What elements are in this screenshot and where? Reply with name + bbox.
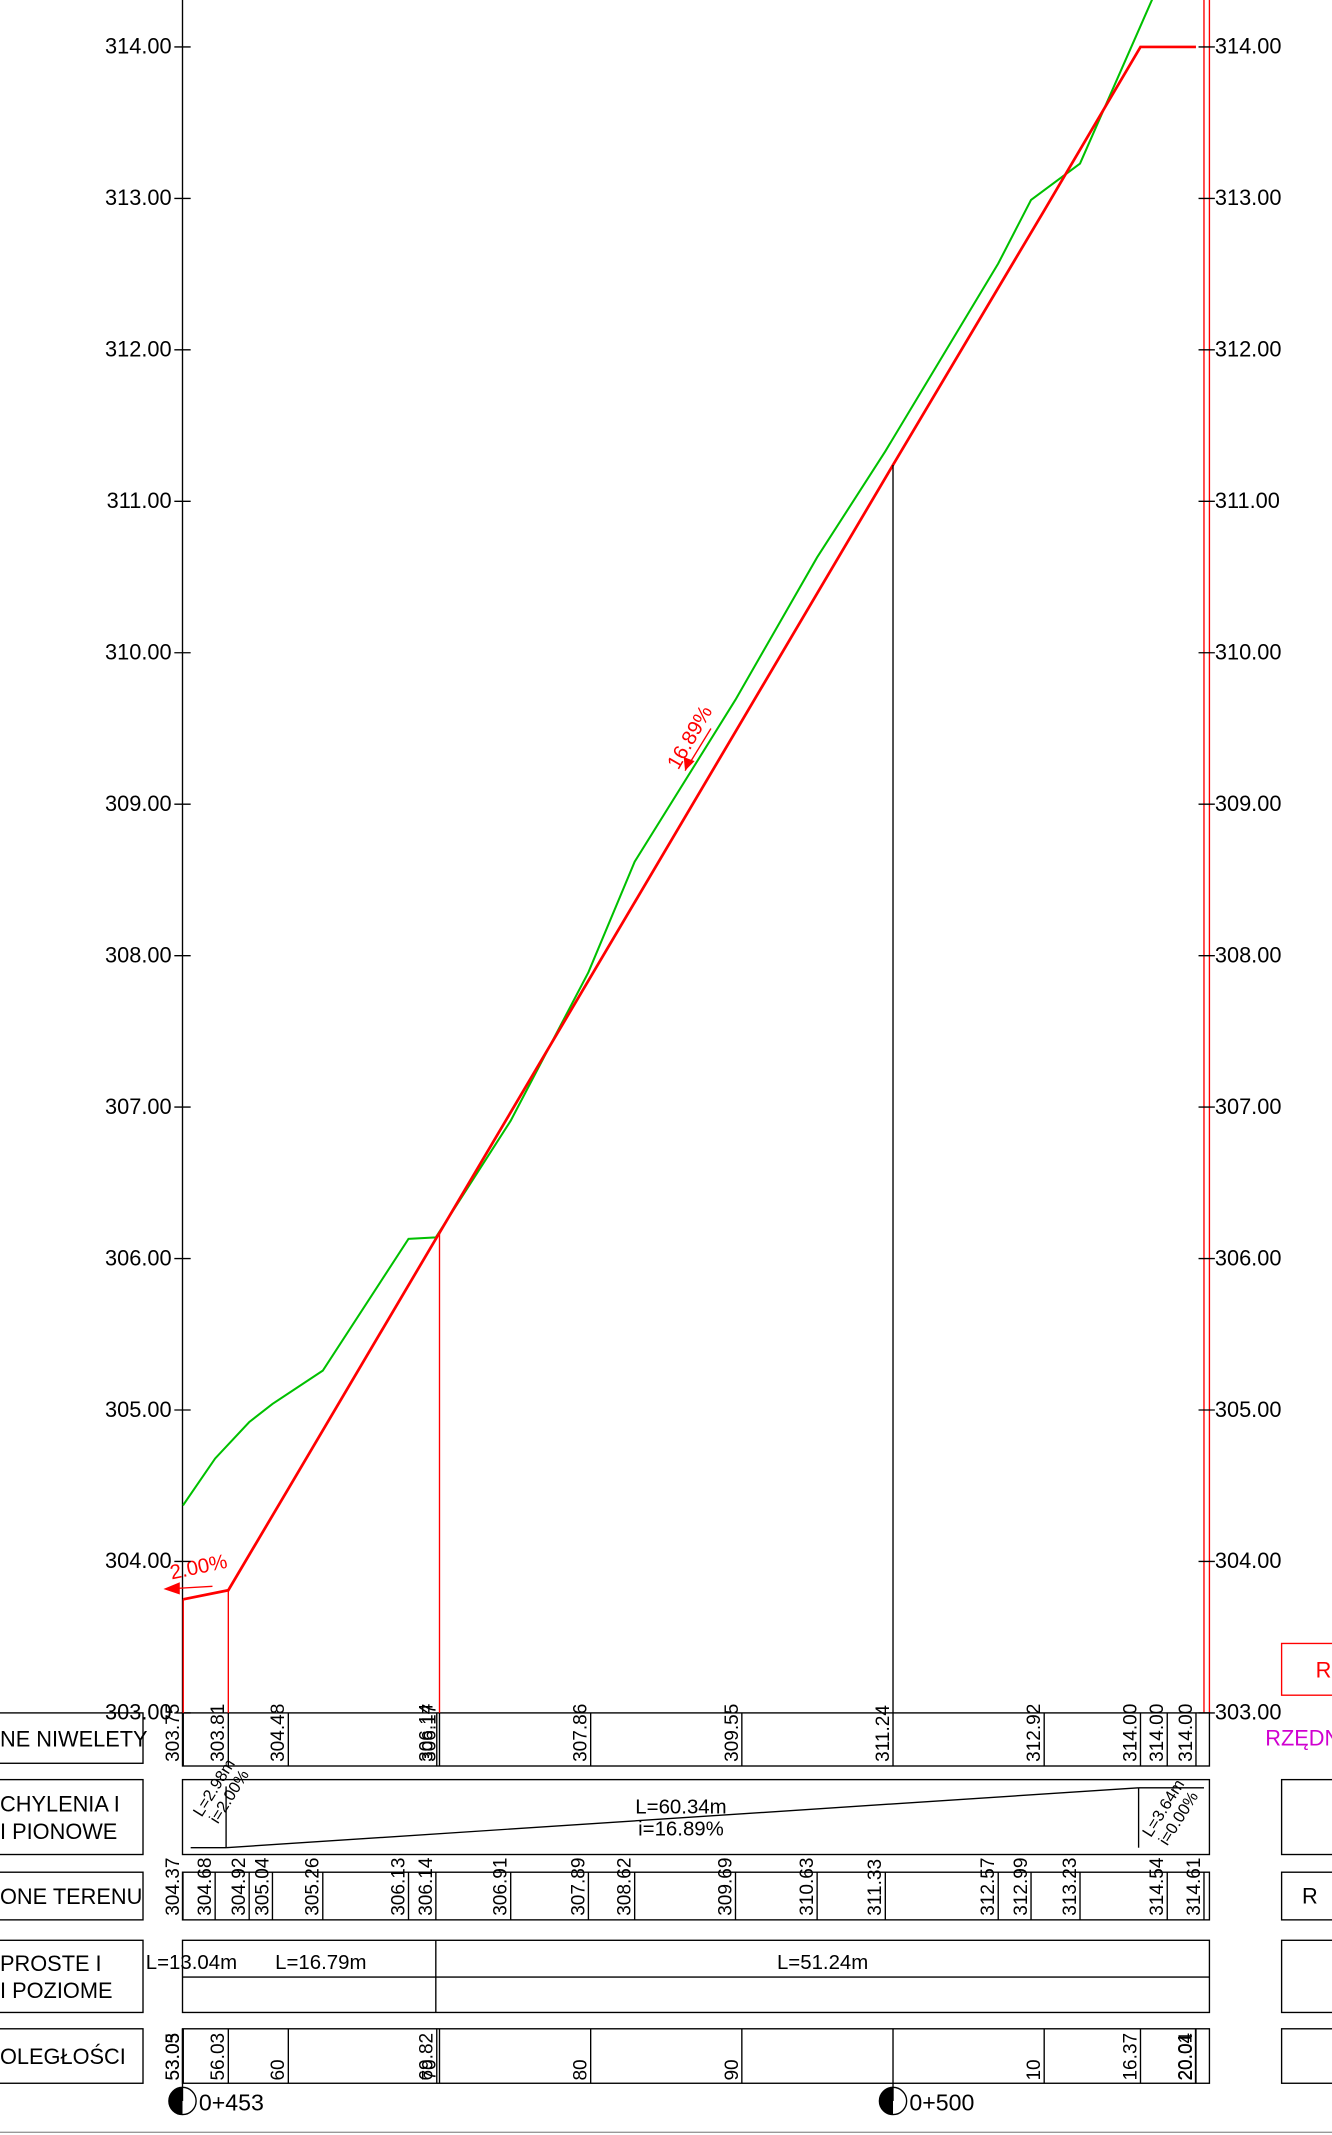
row-label: NE NIWELETY bbox=[0, 1726, 148, 1751]
row-value: 307.86 bbox=[571, 1704, 592, 1762]
row-value: 308.62 bbox=[615, 1858, 636, 1916]
right-label: R bbox=[1302, 1884, 1318, 1909]
row-value: 314.00 bbox=[1120, 1704, 1141, 1762]
row-label: I POZIOME bbox=[0, 1978, 112, 2003]
y-tick-label: 304.00 bbox=[1215, 1548, 1282, 1573]
row-value: 306.13 bbox=[388, 1858, 409, 1916]
y-tick-label: 303.00 bbox=[1215, 1700, 1282, 1725]
km-marker bbox=[168, 2087, 183, 2115]
row-value: 303.81 bbox=[208, 1704, 229, 1762]
row-value: 311.33 bbox=[865, 1859, 886, 1916]
row-value: 304.92 bbox=[229, 1858, 250, 1916]
row-value: 305.26 bbox=[303, 1858, 324, 1916]
row-value: 312.99 bbox=[1011, 1858, 1032, 1916]
y-tick-label: 305.00 bbox=[1215, 1397, 1282, 1422]
horizontal-length: L=16.79m bbox=[275, 1952, 366, 1974]
profile-line bbox=[182, 0, 1154, 1506]
y-tick-label: 310.00 bbox=[105, 640, 172, 665]
profile-line bbox=[182, 45, 1196, 1601]
row-value: 305.04 bbox=[252, 1857, 273, 1916]
x-tick-label: 90 bbox=[722, 2059, 743, 2080]
row-label: CHYLENIA I bbox=[0, 1792, 120, 1817]
y-tick-label: 311.00 bbox=[1215, 488, 1280, 513]
row-value: 314.00 bbox=[1147, 1704, 1168, 1762]
row-value: 304.68 bbox=[195, 1858, 216, 1916]
y-tick-label: 304.00 bbox=[105, 1548, 172, 1573]
km-marker bbox=[879, 2087, 894, 2115]
row-value: 310.63 bbox=[797, 1858, 818, 1916]
y-tick-label: 308.00 bbox=[1215, 942, 1282, 967]
y-tick-label: 311.00 bbox=[107, 488, 172, 513]
x-tick-label: 70 bbox=[419, 2059, 440, 2080]
row-value: 309.55 bbox=[722, 1704, 743, 1762]
y-tick-label: 313.00 bbox=[105, 185, 172, 210]
row-value: 312.92 bbox=[1024, 1704, 1045, 1762]
row-value: 303.75 bbox=[163, 1704, 184, 1762]
row-value: 314.54 bbox=[1147, 1857, 1168, 1916]
y-tick-label: 306.00 bbox=[1215, 1245, 1282, 1270]
row-value: 311.24 bbox=[873, 1705, 894, 1762]
y-tick-label: 314.00 bbox=[105, 34, 172, 59]
km-label: 0+500 bbox=[909, 2089, 974, 2115]
row-value: 307.89 bbox=[568, 1858, 589, 1916]
slope-arrow bbox=[683, 757, 695, 771]
grade-slope: i=16.89% bbox=[638, 1818, 724, 1840]
table bbox=[0, 1712, 1332, 2084]
x-tick-label: 53.05 bbox=[163, 2033, 184, 2081]
y-tick-label: 313.00 bbox=[1215, 185, 1282, 210]
row-value: 313.23 bbox=[1060, 1858, 1081, 1916]
row-value: 304.48 bbox=[268, 1704, 289, 1762]
row-value: 306.17 bbox=[419, 1704, 440, 1762]
x-tick-label: 10 bbox=[1024, 2059, 1045, 2080]
slope-annotation: 2.00% bbox=[168, 1551, 229, 1585]
row-value: 306.14 bbox=[417, 1703, 438, 1762]
x-tick-label: 80 bbox=[571, 2059, 592, 2080]
x-tick-label: 20.04 bbox=[1176, 2032, 1197, 2080]
y-tick-label: 307.00 bbox=[105, 1094, 172, 1119]
row-label: ONE TERENU bbox=[0, 1884, 142, 1909]
x-tick-label: 16.37 bbox=[1120, 2033, 1141, 2081]
plot bbox=[182, 0, 1196, 1601]
right-label: RZĘDNE bbox=[1265, 1726, 1332, 1751]
x-tick-label: 53.03 bbox=[163, 2033, 184, 2081]
row-value: 304.37 bbox=[163, 1858, 184, 1916]
y-tick-label: 312.00 bbox=[105, 337, 172, 362]
horizontal-length: L=51.24m bbox=[777, 1952, 868, 1974]
row-value: 314.61 bbox=[1184, 1858, 1205, 1916]
row-label: I PIONOWE bbox=[0, 1819, 117, 1844]
row-value: 314.00 bbox=[1176, 1704, 1197, 1762]
y-tick-label: 312.00 bbox=[1215, 337, 1282, 362]
x-tick-label: 69.82 bbox=[417, 2033, 438, 2081]
x-tick-label: 56.03 bbox=[208, 2033, 229, 2081]
horizontal-length: L=13.04m bbox=[146, 1952, 237, 1974]
y-tick-label: 307.00 bbox=[1215, 1094, 1282, 1119]
slope-arrow bbox=[163, 1582, 180, 1595]
y-tick-label: 314.00 bbox=[1215, 34, 1282, 59]
y-tick-label: 308.00 bbox=[105, 942, 172, 967]
y-tick-label: 309.00 bbox=[1215, 791, 1282, 816]
x-tick-label: 60 bbox=[268, 2059, 289, 2080]
row-label: PROSTE I bbox=[0, 1951, 102, 1976]
grade-length: L=60.34m bbox=[635, 1797, 726, 1819]
km-label: 0+453 bbox=[199, 2089, 264, 2115]
y-tick-label: 305.00 bbox=[105, 1397, 172, 1422]
y-tick-label: 310.00 bbox=[1215, 640, 1282, 665]
row-value: 309.69 bbox=[715, 1858, 736, 1916]
right-box bbox=[1280, 1642, 1332, 1696]
row-value: 312.57 bbox=[978, 1858, 999, 1916]
right-label: RZ bbox=[1316, 1658, 1332, 1683]
y-tick-label: 303.00 bbox=[105, 1700, 172, 1725]
y-tick-label: 309.00 bbox=[105, 791, 172, 816]
x-tick-label: 20.01 bbox=[1175, 2033, 1196, 2081]
row-value: 306.91 bbox=[491, 1858, 512, 1916]
y-tick-label: 306.00 bbox=[105, 1245, 172, 1270]
row-label: OLEGŁOŚCI bbox=[0, 2044, 126, 2069]
row-value: 306.14 bbox=[416, 1857, 437, 1916]
